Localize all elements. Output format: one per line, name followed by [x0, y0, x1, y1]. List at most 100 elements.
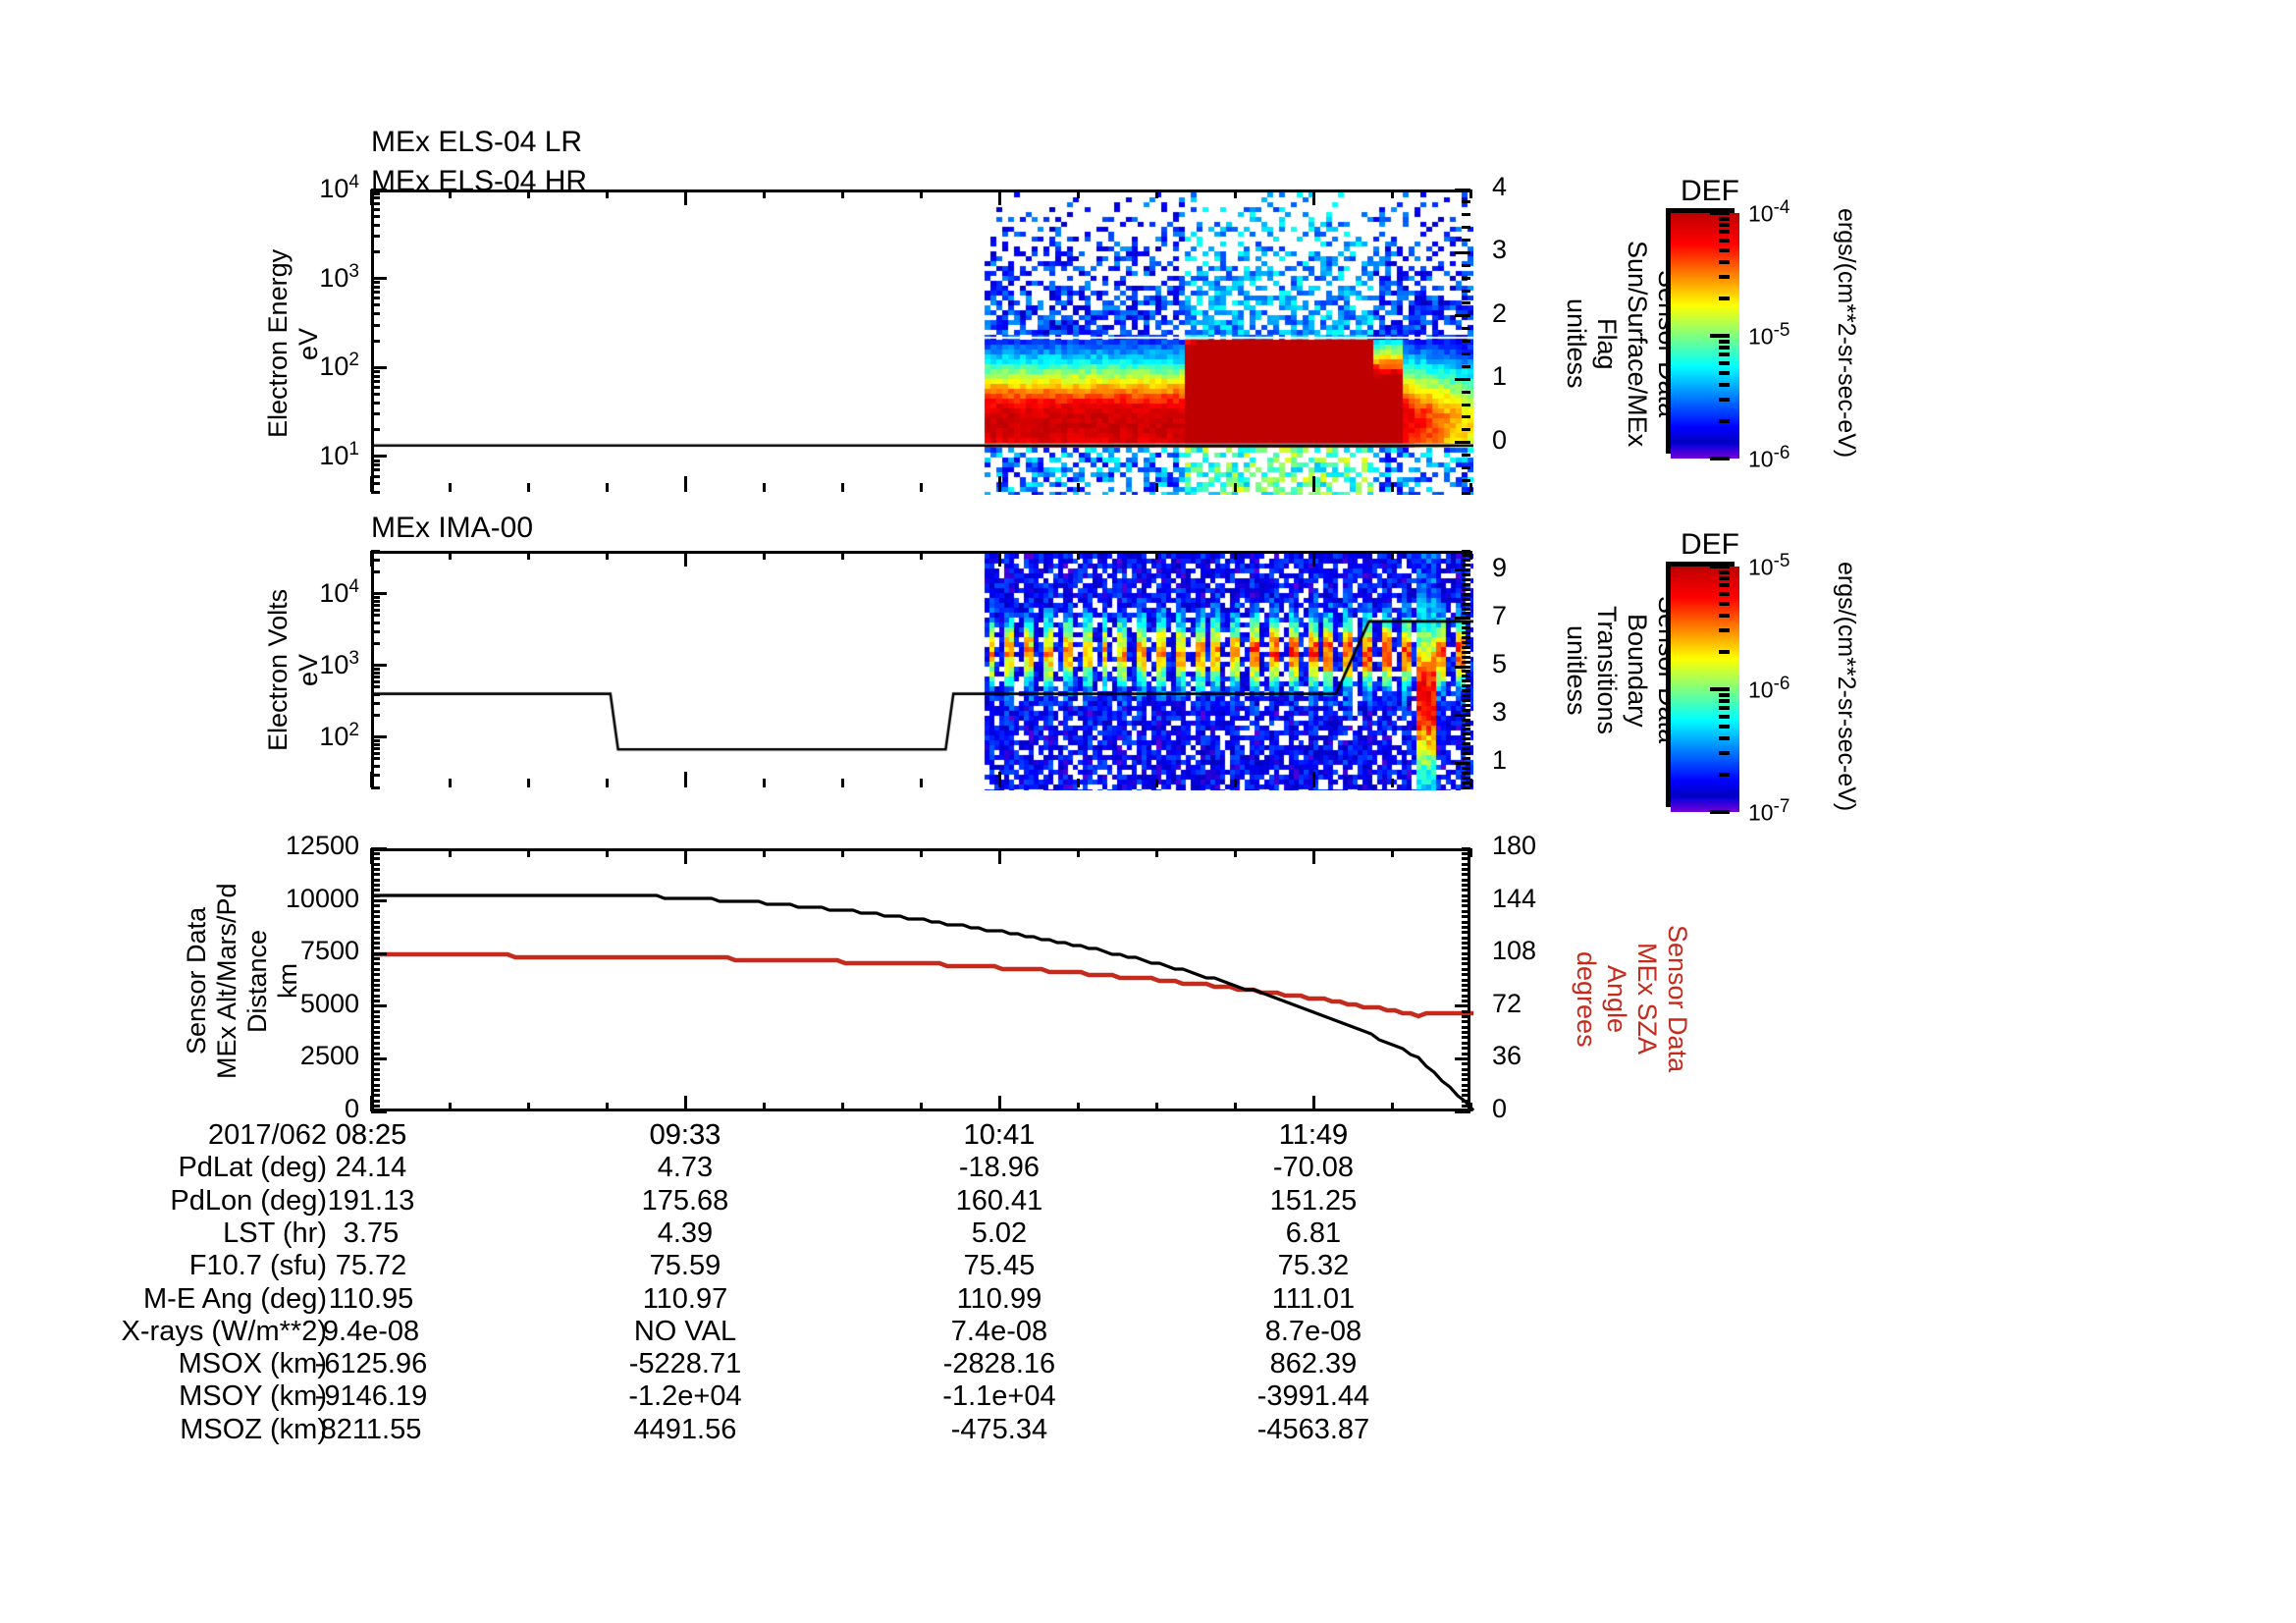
els-right-axis-title: Sensor Data Sun/Surface/MEx Flag unitles… [1561, 196, 1682, 491]
table-cell: -3991.44 [1256, 1380, 1370, 1413]
panel-els-plot-frame [371, 189, 1473, 495]
alt-right-axis-title-line1: Sensor Data [1663, 925, 1692, 1073]
table-cell: -1.1e+04 [942, 1380, 1056, 1413]
colorbar-1-title: DEF [1681, 175, 1739, 207]
alt-right-tick-label: 108 [1492, 936, 1537, 966]
table-cell: 191.13 [327, 1184, 415, 1217]
table-cell: -5228.71 [628, 1348, 742, 1380]
table-cell: 9.4e-08 [322, 1315, 420, 1347]
x-axis-tick-label: 09:33 [649, 1119, 721, 1151]
ima-right-axis-title: Sensor Data Boundary Transitions unitles… [1561, 555, 1682, 785]
x-axis-tick-label: 10:41 [963, 1119, 1036, 1151]
els-right-axis-title-line2: Sun/Surface/MEx [1623, 240, 1652, 448]
table-cell: -2828.16 [942, 1348, 1056, 1380]
els-right-tick-label: 4 [1492, 172, 1508, 201]
alt-left-axis-title: Sensor Data MEx Alt/Mars/Pd Distance km [182, 852, 303, 1109]
table-cell: -4563.87 [1256, 1413, 1370, 1445]
table-row-label: F10.7 (sfu) [188, 1250, 327, 1282]
table-row-label: MSOX (km) [178, 1348, 327, 1380]
table-cell: -70.08 [1272, 1152, 1355, 1184]
table-cell: 4.39 [657, 1217, 714, 1249]
table-cell: 4491.56 [633, 1413, 737, 1445]
table-cell: -1.2e+04 [628, 1380, 742, 1413]
table-cell: 10:41 [963, 1119, 1036, 1151]
els-left-axis-title-line1: Electron Energy [263, 248, 293, 439]
table-cell: -18.96 [958, 1152, 1041, 1184]
alt-right-tick-label: 0 [1492, 1094, 1508, 1123]
ima-left-axis-title: Electron Volts eV [263, 555, 324, 785]
colorbar-2-title: DEF [1681, 528, 1739, 561]
colorbar-tick-label: 10-4 [1748, 197, 1790, 227]
els-right-axis-title-line3: Flag [1592, 317, 1622, 370]
alt-right-tick-label: 72 [1492, 988, 1522, 1018]
colorbar-tick-label: 10-5 [1748, 551, 1790, 580]
els-left-axis-title: Electron Energy eV [263, 196, 324, 491]
table-cell: 11:49 [1278, 1119, 1349, 1151]
ima-spectrogram-canvas [374, 554, 1473, 790]
alt-left-tick-label: 0 [344, 1094, 359, 1123]
panel-alt-plot-frame [371, 848, 1475, 1112]
alt-sza-series-line [374, 893, 1475, 1112]
alt-sza-series-line [374, 951, 1473, 1019]
ima-left-tick-label: 103 [319, 647, 359, 679]
alt-right-tick-label: 180 [1492, 831, 1537, 860]
alt-right-tick-label: 144 [1492, 883, 1537, 913]
ima-right-tick-label: 5 [1492, 649, 1508, 679]
els-left-tick-label: 103 [319, 260, 359, 293]
alt-right-axis-title-line2: MEx SZA [1632, 943, 1662, 1055]
alt-left-tick-label: 5000 [299, 988, 359, 1018]
table-cell: 75.72 [335, 1250, 407, 1282]
table-row-label: MSOZ (km) [180, 1413, 327, 1445]
ima-left-tick-label: 102 [319, 719, 359, 751]
ima-left-axis-title-line1: Electron Volts [263, 588, 293, 752]
table-cell: 151.25 [1269, 1184, 1358, 1217]
table-cell: 8.7e-08 [1264, 1315, 1362, 1347]
table-cell: NO VAL [633, 1315, 737, 1347]
ima-right-tick-label: 7 [1492, 600, 1508, 630]
table-cell: 160.41 [955, 1184, 1043, 1217]
els-left-tick-label: 102 [319, 350, 359, 382]
table-cell: 862.39 [1269, 1348, 1358, 1380]
els-left-tick-label: 101 [319, 438, 359, 470]
colorbar-tick-label: 10-6 [1748, 674, 1790, 703]
panel-els-title-lr: MEx ELS-04 LR [371, 126, 583, 158]
els-right-tick-label: 0 [1492, 424, 1508, 455]
table-cell: 75.45 [963, 1250, 1036, 1282]
table-cell: -9146.19 [314, 1380, 428, 1413]
colorbar-1 [1666, 208, 1739, 459]
ima-right-tick-label: 9 [1492, 552, 1508, 582]
table-row-label: 2017/062 [208, 1119, 327, 1151]
table-cell: 110.99 [956, 1282, 1042, 1315]
ima-right-axis-title-line2: Boundary [1623, 613, 1652, 728]
alt-left-axis-title-line3: Distance [242, 929, 272, 1033]
panel-ima-plot-frame [371, 551, 1473, 790]
alt-left-tick-label: 12500 [285, 831, 359, 860]
alt-left-tick-label: 7500 [299, 936, 359, 966]
table-row-label: X-rays (W/m**2) [121, 1315, 327, 1347]
alt-right-tick-label: 36 [1492, 1041, 1522, 1071]
els-right-axis-title-line4: unitless [1562, 298, 1591, 389]
alt-left-axis-title-line4: km [273, 963, 302, 999]
ima-left-axis-title-line2: eV [294, 653, 323, 687]
table-row-label: MSOY (km) [179, 1380, 327, 1413]
table-cell: 7.4e-08 [950, 1315, 1048, 1347]
table-cell: 4.73 [657, 1152, 714, 1184]
colorbar-1-unit-label: ergs/(cm**2-sr-sec-eV) [1833, 208, 1860, 459]
x-axis-tick-label: 11:49 [1278, 1119, 1349, 1151]
table-row-label: PdLat (deg) [178, 1152, 327, 1184]
alt-right-axis-title-line4: degrees [1572, 950, 1601, 1048]
table-cell: 75.32 [1277, 1250, 1350, 1282]
ima-right-axis-title-line3: Transitions [1592, 605, 1622, 735]
colorbar-tick-label: 10-6 [1748, 443, 1790, 472]
panel-ima-title: MEx IMA-00 [371, 512, 534, 544]
alt-left-axis-title-line1: Sensor Data [182, 906, 211, 1055]
table-cell: 3.75 [343, 1217, 400, 1249]
table-cell: 5.02 [971, 1217, 1028, 1249]
alt-sza-line-svg [374, 893, 1475, 1112]
table-row-label: M-E Ang (deg) [143, 1282, 327, 1315]
alt-left-tick-label: 10000 [285, 883, 359, 913]
ima-right-tick-label: 3 [1492, 697, 1508, 728]
els-left-axis-title-line2: eV [294, 327, 323, 360]
alt-left-tick-label: 2500 [299, 1041, 359, 1071]
els-right-tick-label: 2 [1492, 298, 1508, 328]
